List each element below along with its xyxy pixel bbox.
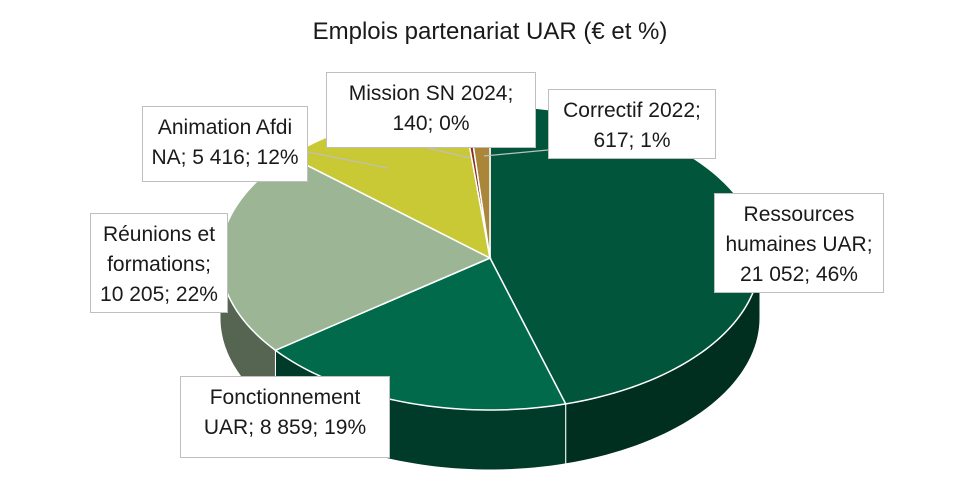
leader-line-3 bbox=[307, 151, 389, 169]
data-label-1: Fonctionnement UAR; 8 859; 19% bbox=[180, 376, 390, 458]
data-label-line: NA; 5 416; 12% bbox=[151, 146, 299, 169]
pie-tops bbox=[219, 105, 761, 411]
data-label-5: Correctif 2022; 617; 1% bbox=[548, 89, 716, 159]
data-label-line: Réunions et bbox=[102, 223, 216, 246]
data-label-line: 140; 0% bbox=[392, 112, 470, 135]
pie-slice-1 bbox=[273, 257, 567, 411]
data-label-line: 21 052; 46% bbox=[740, 263, 858, 286]
data-label-line: Animation Afdi bbox=[157, 116, 293, 139]
data-label-3: Animation Afdi NA; 5 416; 12% bbox=[142, 106, 308, 182]
leader-lines bbox=[307, 147, 549, 169]
data-label-line: formations; bbox=[107, 253, 211, 276]
leader-line-4 bbox=[427, 147, 471, 159]
data-label-0: Ressources humaines UAR; 21 052; 46% bbox=[714, 193, 884, 293]
data-label-2: Réunions et formations; 10 205; 22% bbox=[90, 213, 228, 313]
data-label-4: Mission SN 2024; 140; 0% bbox=[326, 72, 536, 148]
data-label-line: Correctif 2022; bbox=[563, 99, 701, 122]
data-label-line: 10 205; 22% bbox=[100, 283, 218, 306]
data-label-line: humaines UAR; bbox=[725, 233, 873, 256]
data-label-line: Mission SN 2024; bbox=[348, 82, 514, 105]
leader-line-5 bbox=[483, 149, 549, 157]
chart-title: Emplois partenariat UAR (€ et %) bbox=[312, 18, 668, 45]
data-label-line: UAR; 8 859; 19% bbox=[203, 416, 367, 439]
data-label-line: 617; 1% bbox=[593, 129, 671, 152]
data-label-line: Fonctionnement bbox=[209, 386, 361, 409]
data-label-line: Ressources bbox=[743, 203, 855, 226]
